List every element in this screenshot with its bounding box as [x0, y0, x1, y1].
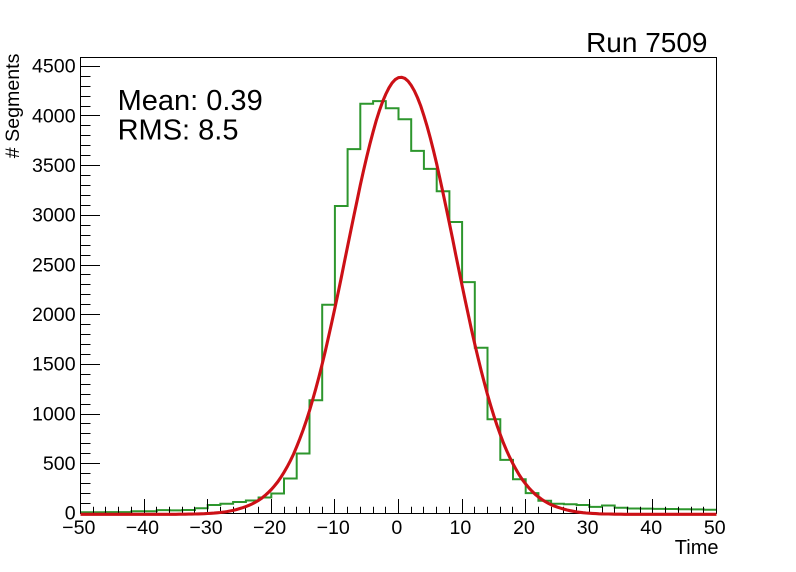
svg-text:−10: −10 [317, 517, 350, 539]
svg-text:2000: 2000 [32, 304, 76, 326]
svg-text:0: 0 [65, 503, 76, 525]
svg-text:−50: −50 [62, 517, 95, 539]
svg-text:1000: 1000 [32, 403, 76, 425]
svg-text:Time: Time [675, 537, 719, 559]
svg-text:30: 30 [577, 517, 599, 539]
svg-text:−30: −30 [189, 517, 222, 539]
svg-text:2500: 2500 [32, 254, 76, 276]
svg-text:40: 40 [640, 517, 662, 539]
svg-text:Run 7509: Run 7509 [586, 27, 707, 58]
svg-text:RMS: 8.5: RMS: 8.5 [118, 114, 239, 146]
svg-text:3000: 3000 [32, 205, 76, 227]
svg-text:4500: 4500 [32, 56, 76, 78]
svg-text:1500: 1500 [32, 354, 76, 376]
svg-text:4000: 4000 [32, 105, 76, 127]
svg-text:# Segments: # Segments [2, 53, 24, 158]
svg-text:10: 10 [450, 517, 472, 539]
svg-text:−40: −40 [126, 517, 159, 539]
svg-text:Mean: 0.39: Mean: 0.39 [118, 85, 263, 117]
svg-text:50: 50 [704, 517, 726, 539]
svg-text:500: 500 [43, 453, 76, 475]
svg-text:0: 0 [391, 517, 402, 539]
svg-text:3500: 3500 [32, 155, 76, 177]
svg-text:20: 20 [513, 517, 535, 539]
svg-text:−20: −20 [253, 517, 286, 539]
